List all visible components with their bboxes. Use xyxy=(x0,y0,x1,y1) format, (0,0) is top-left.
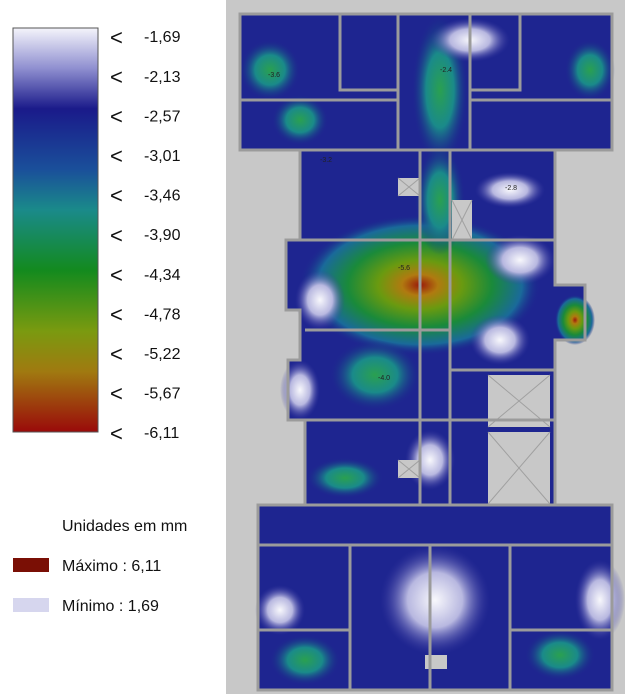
legend-marker: < xyxy=(110,25,123,50)
legend-value: -2,57 xyxy=(144,108,181,125)
legend-value: -3,90 xyxy=(144,227,181,244)
legend-marker: < xyxy=(110,302,123,327)
max-label: Máximo : 6,11 xyxy=(62,558,161,575)
legend-value: -1,69 xyxy=(144,29,181,46)
legend-marker: < xyxy=(110,104,123,129)
legend-value: -3,46 xyxy=(144,188,181,205)
legend-marker: < xyxy=(110,183,123,208)
legend-marker: < xyxy=(110,223,123,248)
legend-value: -5,22 xyxy=(144,346,181,363)
max-swatch xyxy=(13,558,49,572)
contour-figure: < -1,69 < -2,13 < -2,57 < -3,01 < -3,46 < -3,90 < -4,… xyxy=(0,0,625,694)
legend-value: -4,78 xyxy=(144,306,181,323)
legend-value: -2,13 xyxy=(144,69,181,86)
page: < -1,69 < -2,13 < -2,57 < -3,01 < -3,46 < -3,90 < -4,… xyxy=(0,0,625,694)
legend-marker: < xyxy=(110,381,123,406)
legend-marker: < xyxy=(110,262,123,287)
min-swatch xyxy=(13,598,49,612)
color-scale xyxy=(13,28,98,432)
contour-label: -2.8 xyxy=(505,185,517,192)
contour-label: -2.4 xyxy=(440,67,452,74)
legend-value: -6,11 xyxy=(144,425,179,442)
units-title: Unidades em mm xyxy=(62,518,187,535)
contour-label: -5.6 xyxy=(398,265,410,272)
contour-label: -3.2 xyxy=(320,157,332,164)
legend-value: -3,01 xyxy=(144,148,181,165)
contour-label: -3.6 xyxy=(268,72,280,79)
legend-marker: < xyxy=(110,144,123,169)
legend-marker: < xyxy=(110,64,123,89)
legend-marker: < xyxy=(110,421,123,446)
min-label: Mínimo : 1,69 xyxy=(62,598,159,615)
legend-marker: < xyxy=(110,342,123,367)
legend-value: -5,67 xyxy=(144,386,181,403)
contour-label: -4.0 xyxy=(378,375,390,382)
legend-value: -4,34 xyxy=(144,267,181,284)
